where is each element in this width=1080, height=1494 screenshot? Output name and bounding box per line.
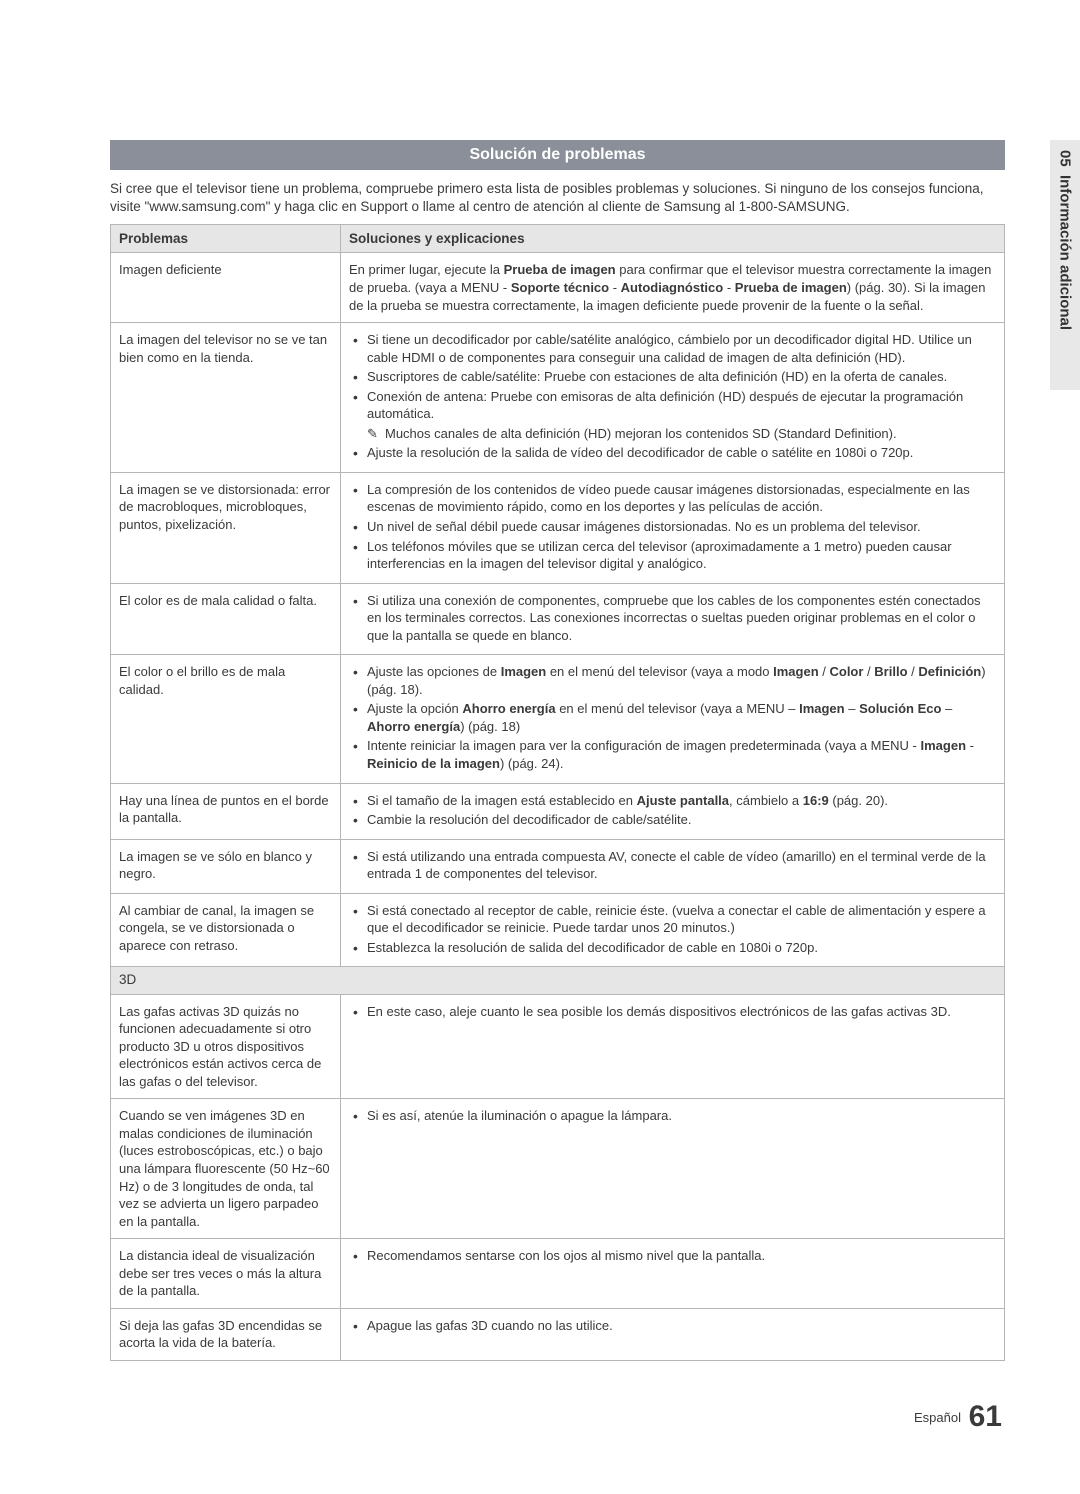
footer-page-number: 61 bbox=[969, 1400, 1002, 1433]
problem-cell: La distancia ideal de visualización debe… bbox=[111, 1239, 341, 1309]
problem-cell: Cuando se ven imágenes 3D en malas condi… bbox=[111, 1099, 341, 1239]
footer-lang: Español bbox=[914, 1410, 961, 1425]
table-row: La imagen se ve distorsionada: error de … bbox=[111, 472, 1005, 583]
side-tab: 05 Información adicional bbox=[1050, 140, 1080, 390]
problem-cell: El color o el brillo es de mala calidad. bbox=[111, 655, 341, 783]
solution-cell: Recomendamos sentarse con los ojos al mi… bbox=[341, 1239, 1005, 1309]
problem-cell: La imagen se ve sólo en blanco y negro. bbox=[111, 839, 341, 893]
table-row: Cuando se ven imágenes 3D en malas condi… bbox=[111, 1099, 1005, 1239]
problem-cell: Las gafas activas 3D quizás no funcionen… bbox=[111, 994, 341, 1099]
subheader-3d: 3D bbox=[111, 967, 1005, 994]
problem-cell: La imagen del televisor no se ve tan bie… bbox=[111, 323, 341, 473]
solution-cell: Ajuste las opciones de Imagen en el menú… bbox=[341, 655, 1005, 783]
solution-cell: Apague las gafas 3D cuando no las utilic… bbox=[341, 1308, 1005, 1360]
section-title: Solución de problemas bbox=[110, 140, 1005, 170]
side-tab-label: Información adicional bbox=[1057, 175, 1074, 330]
problem-cell: La imagen se ve distorsionada: error de … bbox=[111, 472, 341, 583]
solution-cell: La compresión de los contenidos de vídeo… bbox=[341, 472, 1005, 583]
side-tab-number: 05 bbox=[1057, 150, 1074, 167]
page-footer: Español 61 bbox=[914, 1400, 1002, 1434]
table-row: Al cambiar de canal, la imagen se congel… bbox=[111, 893, 1005, 967]
table-row: La distancia ideal de visualización debe… bbox=[111, 1239, 1005, 1309]
table-row: Las gafas activas 3D quizás no funcionen… bbox=[111, 994, 1005, 1099]
solution-cell: Si tiene un decodificador por cable/saté… bbox=[341, 323, 1005, 473]
table-row: La imagen del televisor no se ve tan bie… bbox=[111, 323, 1005, 473]
problem-cell: Imagen deficiente bbox=[111, 253, 341, 323]
problem-cell: Al cambiar de canal, la imagen se congel… bbox=[111, 893, 341, 967]
problem-cell: Hay una línea de puntos en el borde la p… bbox=[111, 783, 341, 839]
subheader-3d-label: 3D bbox=[111, 967, 1005, 994]
problem-cell: Si deja las gafas 3D encendidas se acort… bbox=[111, 1308, 341, 1360]
solution-cell: Si es así, atenúe la iluminación o apagu… bbox=[341, 1099, 1005, 1239]
solution-cell: Si el tamaño de la imagen está estableci… bbox=[341, 783, 1005, 839]
troubleshooting-table: Problemas Soluciones y explicaciones Ima… bbox=[110, 224, 1005, 1360]
solution-cell: Si utiliza una conexión de componentes, … bbox=[341, 583, 1005, 655]
solution-cell: Si está utilizando una entrada compuesta… bbox=[341, 839, 1005, 893]
solution-cell: Si está conectado al receptor de cable, … bbox=[341, 893, 1005, 967]
solution-cell: En este caso, aleje cuanto le sea posibl… bbox=[341, 994, 1005, 1099]
table-row: La imagen se ve sólo en blanco y negro.S… bbox=[111, 839, 1005, 893]
table-row: Imagen deficienteEn primer lugar, ejecut… bbox=[111, 253, 1005, 323]
col-header-solution: Soluciones y explicaciones bbox=[341, 225, 1005, 253]
intro-text: Si cree que el televisor tiene un proble… bbox=[110, 180, 1005, 216]
solution-cell: En primer lugar, ejecute la Prueba de im… bbox=[341, 253, 1005, 323]
table-row: El color es de mala calidad o falta.Si u… bbox=[111, 583, 1005, 655]
problem-cell: El color es de mala calidad o falta. bbox=[111, 583, 341, 655]
table-row: Si deja las gafas 3D encendidas se acort… bbox=[111, 1308, 1005, 1360]
col-header-problem: Problemas bbox=[111, 225, 341, 253]
table-row: Hay una línea de puntos en el borde la p… bbox=[111, 783, 1005, 839]
table-row: El color o el brillo es de mala calidad.… bbox=[111, 655, 1005, 783]
